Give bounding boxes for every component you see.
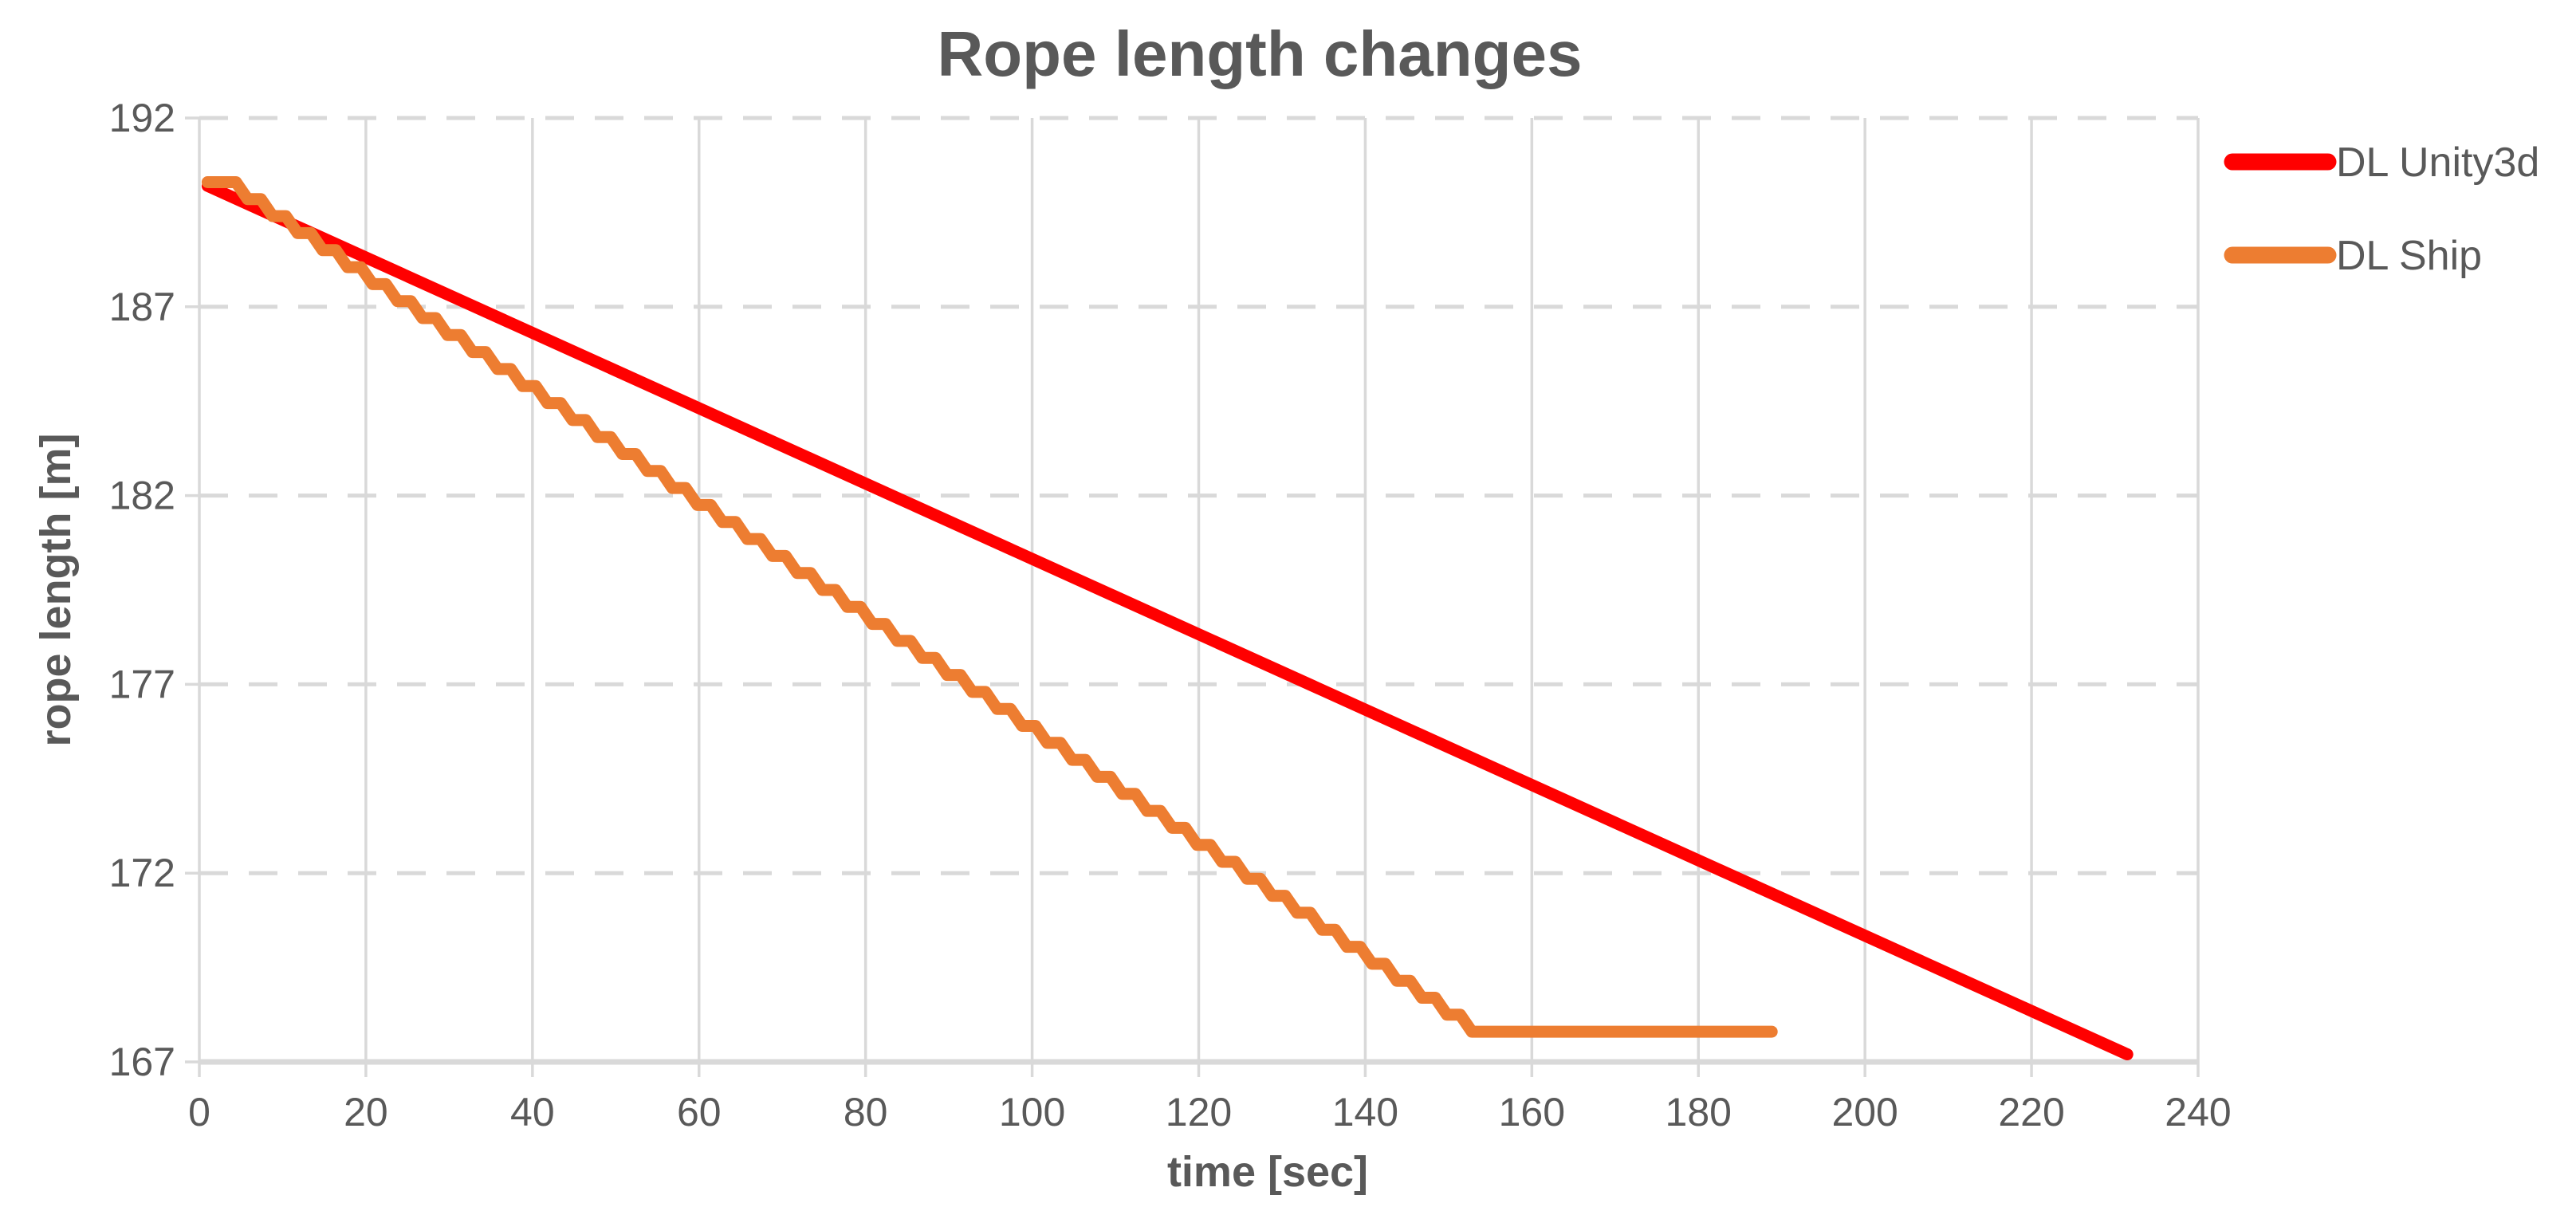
x-tick-label: 0 bbox=[188, 1090, 210, 1134]
y-tick-label: 192 bbox=[109, 96, 175, 140]
x-tick-label: 120 bbox=[1166, 1090, 1232, 1134]
legend-label-dl-ship: DL Ship bbox=[2336, 233, 2482, 279]
series-line-dl-unity3d bbox=[201, 179, 2134, 1060]
series-layer bbox=[201, 176, 2134, 1060]
y-tick-label: 172 bbox=[109, 851, 175, 895]
x-tick-label: 240 bbox=[2165, 1090, 2231, 1134]
y-tick-labels: 167 172 177 182 187 192 bbox=[109, 96, 175, 1084]
y-tick-label: 177 bbox=[109, 662, 175, 706]
series-line-dl-ship bbox=[201, 176, 1778, 1038]
x-tick-label: 60 bbox=[677, 1090, 722, 1134]
axis-tickmarks bbox=[185, 116, 2200, 1077]
legend: DL Unity3d DL Ship bbox=[2224, 140, 2539, 279]
y-tick-label: 182 bbox=[109, 474, 175, 518]
x-tick-label: 80 bbox=[844, 1090, 888, 1134]
x-tick-label: 100 bbox=[999, 1090, 1065, 1134]
gridlines-vertical bbox=[198, 118, 2200, 1062]
y-tick-label: 187 bbox=[109, 285, 175, 329]
x-tick-label: 180 bbox=[1666, 1090, 1732, 1134]
x-tick-label: 220 bbox=[1998, 1090, 2064, 1134]
x-tick-labels: 0 20 40 60 80 100 120 140 160 180 200 220 240 bbox=[188, 1090, 2232, 1134]
x-axis-title: time [sec] bbox=[1167, 1148, 1368, 1196]
y-axis-title: rope length [m] bbox=[32, 434, 80, 747]
legend-label-dl-unity3d: DL Unity3d bbox=[2336, 140, 2539, 186]
x-tick-label: 20 bbox=[344, 1090, 388, 1134]
gridlines-horizontal bbox=[199, 116, 2198, 875]
x-tick-label: 160 bbox=[1499, 1090, 1565, 1134]
x-tick-label: 40 bbox=[510, 1090, 555, 1134]
y-tick-label: 167 bbox=[109, 1040, 175, 1084]
x-tick-label: 200 bbox=[1831, 1090, 1898, 1134]
chart-title: Rope length changes bbox=[938, 18, 1583, 89]
x-tick-label: 140 bbox=[1332, 1090, 1398, 1134]
